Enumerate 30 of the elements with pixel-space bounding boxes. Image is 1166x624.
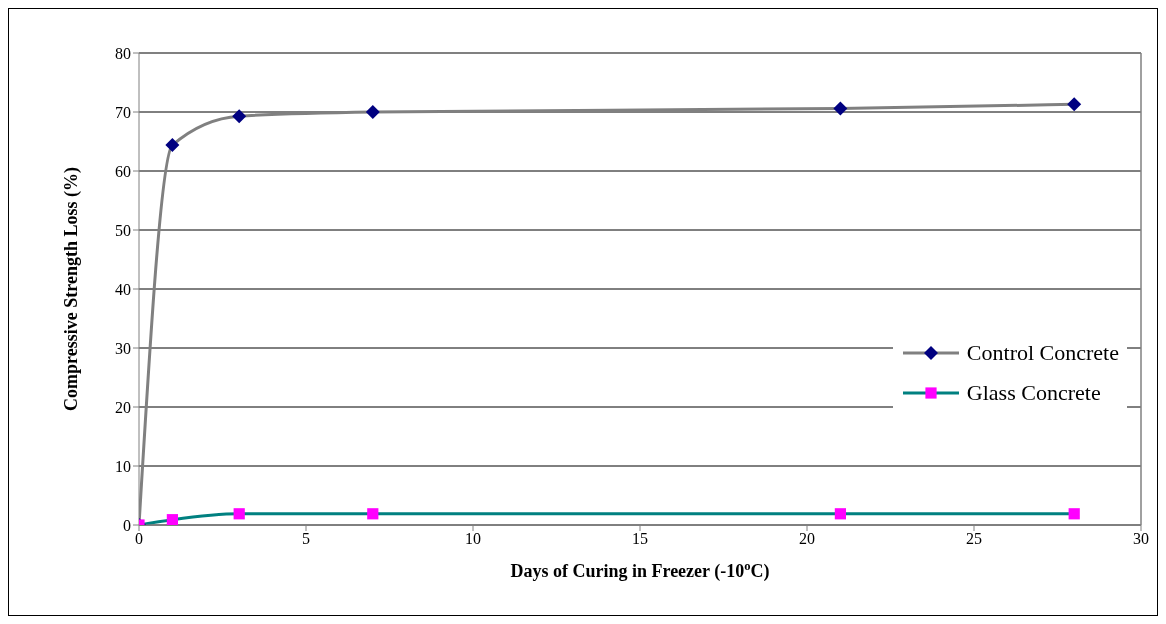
- y-tick-label: 30: [115, 339, 131, 357]
- x-tick-label: 25: [966, 530, 982, 548]
- point: [367, 508, 379, 520]
- point: [365, 105, 380, 119]
- x-tick-label: 5: [302, 530, 310, 548]
- point: [833, 101, 848, 116]
- x-tick-label: 20: [799, 530, 815, 548]
- legend-label: Glass Concrete: [966, 380, 1101, 406]
- point: [834, 508, 846, 520]
- x-tick-label: 15: [632, 530, 648, 548]
- y-tick-label: 10: [115, 457, 131, 475]
- legend-label: Control Concrete: [966, 340, 1119, 366]
- y-tick-label: 0: [123, 516, 131, 534]
- point: [1068, 508, 1080, 520]
- y-tick-label: 60: [115, 162, 131, 180]
- y-tick-label: 70: [115, 103, 131, 121]
- point: [166, 514, 178, 525]
- point: [232, 109, 247, 124]
- x-axis-title: Days of Curing in Freezer (-10$^{o}$C): [510, 559, 770, 582]
- y-tick-label: 40: [115, 280, 131, 298]
- point: [165, 138, 180, 153]
- y-tick-label: 20: [115, 398, 131, 416]
- y-tick-label: 80: [115, 44, 131, 62]
- y-axis-title: Compressive Strength Loss (%): [61, 167, 82, 411]
- point: [233, 508, 245, 520]
- x-tick-label: 10: [465, 530, 481, 548]
- x-tick-label: 30: [1133, 530, 1149, 548]
- point: [1067, 97, 1082, 112]
- y-tick-label: 50: [115, 221, 131, 239]
- x-tick-label: 0: [135, 530, 143, 548]
